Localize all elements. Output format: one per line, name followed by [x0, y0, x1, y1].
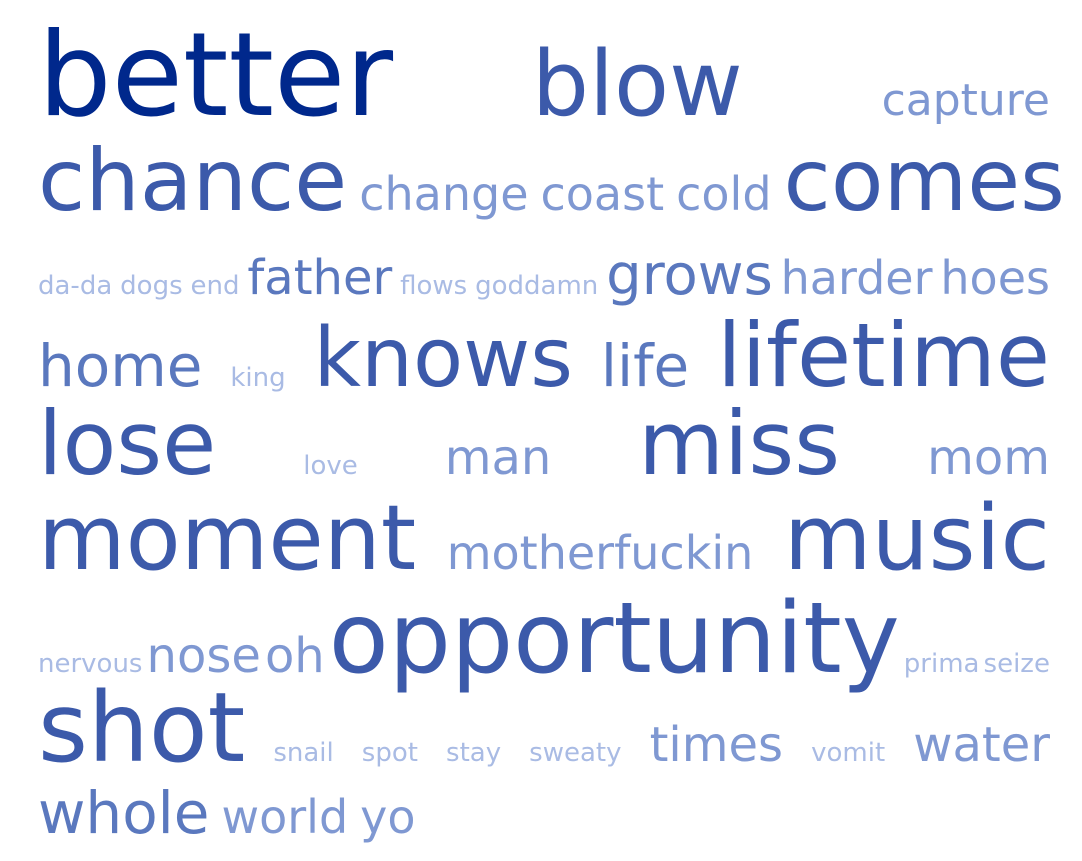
- cloud-word-oh: oh: [264, 628, 325, 684]
- cloud-word-lose: lose: [38, 392, 217, 495]
- cloud-word-man: man: [444, 430, 552, 486]
- cloud-word-home: home: [38, 332, 203, 400]
- cloud-word-prima: prima: [903, 649, 980, 679]
- word-row: whole world yo: [38, 784, 1050, 842]
- cloud-word-love: love: [303, 451, 358, 481]
- cloud-word-yo: yo: [360, 790, 416, 844]
- word-row: da-da dogs end father flows goddamn grows harde…: [38, 248, 1050, 304]
- word-row: shot snail spot stay sweaty times vomit water: [38, 680, 1050, 776]
- word-row: lose love man miss mom: [38, 400, 1050, 488]
- cloud-word-vomit: vomit: [811, 738, 886, 768]
- word-row: better blow capture: [38, 18, 1050, 134]
- cloud-word-times: times: [649, 717, 784, 773]
- cloud-word-king: king: [230, 363, 286, 393]
- cloud-word-change: change: [359, 167, 529, 221]
- cloud-word-better: better: [38, 8, 394, 143]
- word-row: moment motherfuckin music: [38, 494, 1050, 584]
- cloud-word-water: water: [913, 717, 1050, 773]
- cloud-word-mom: mom: [927, 430, 1050, 486]
- cloud-word-music: music: [783, 486, 1050, 591]
- cloud-word-motherfuckin: motherfuckin: [446, 526, 754, 580]
- cloud-word-blow: blow: [531, 32, 743, 137]
- cloud-word-harder: harder: [780, 251, 933, 305]
- cloud-word-coast: coast: [540, 167, 665, 221]
- cloud-word-seize: seize: [983, 649, 1050, 679]
- cloud-word-hoes: hoes: [940, 251, 1050, 305]
- cloud-word-sweaty: sweaty: [529, 738, 622, 768]
- cloud-word-snail: snail: [273, 738, 334, 768]
- cloud-word-father: father: [247, 250, 393, 306]
- cloud-word-dogs: dogs: [120, 271, 183, 301]
- cloud-word-stay: stay: [446, 738, 502, 768]
- cloud-word-miss: miss: [638, 392, 841, 495]
- word-row: home king knows life lifetime: [38, 312, 1050, 400]
- cloud-word-opportunity: opportunity: [328, 582, 900, 696]
- cloud-word-knows: knows: [313, 311, 573, 406]
- cloud-word-shot: shot: [38, 672, 246, 784]
- cloud-word-chance: chance: [38, 131, 348, 231]
- cloud-word-capture: capture: [881, 75, 1050, 126]
- cloud-word-lifetime: lifetime: [717, 304, 1050, 407]
- word-row: nervous nose oh opportunity prima seize: [38, 590, 1050, 688]
- cloud-word-spot: spot: [361, 738, 418, 768]
- cloud-word-nervous: nervous: [38, 649, 143, 679]
- cloud-word-nose: nose: [146, 628, 261, 684]
- cloud-word-cold: cold: [676, 167, 772, 221]
- cloud-word-flows: flows: [400, 271, 468, 301]
- cloud-word-grows: grows: [606, 243, 773, 308]
- cloud-word-goddamn: goddamn: [475, 271, 599, 301]
- cloud-word-da-da: da-da: [38, 271, 113, 301]
- cloud-word-moment: moment: [38, 486, 417, 591]
- cloud-word-end: end: [190, 271, 240, 301]
- cloud-word-comes: comes: [783, 131, 1065, 231]
- cloud-word-life: life: [600, 332, 690, 400]
- word-row: chance change coast cold comes: [38, 131, 1065, 231]
- cloud-word-world: world: [221, 790, 349, 844]
- cloud-word-whole: whole: [38, 779, 210, 847]
